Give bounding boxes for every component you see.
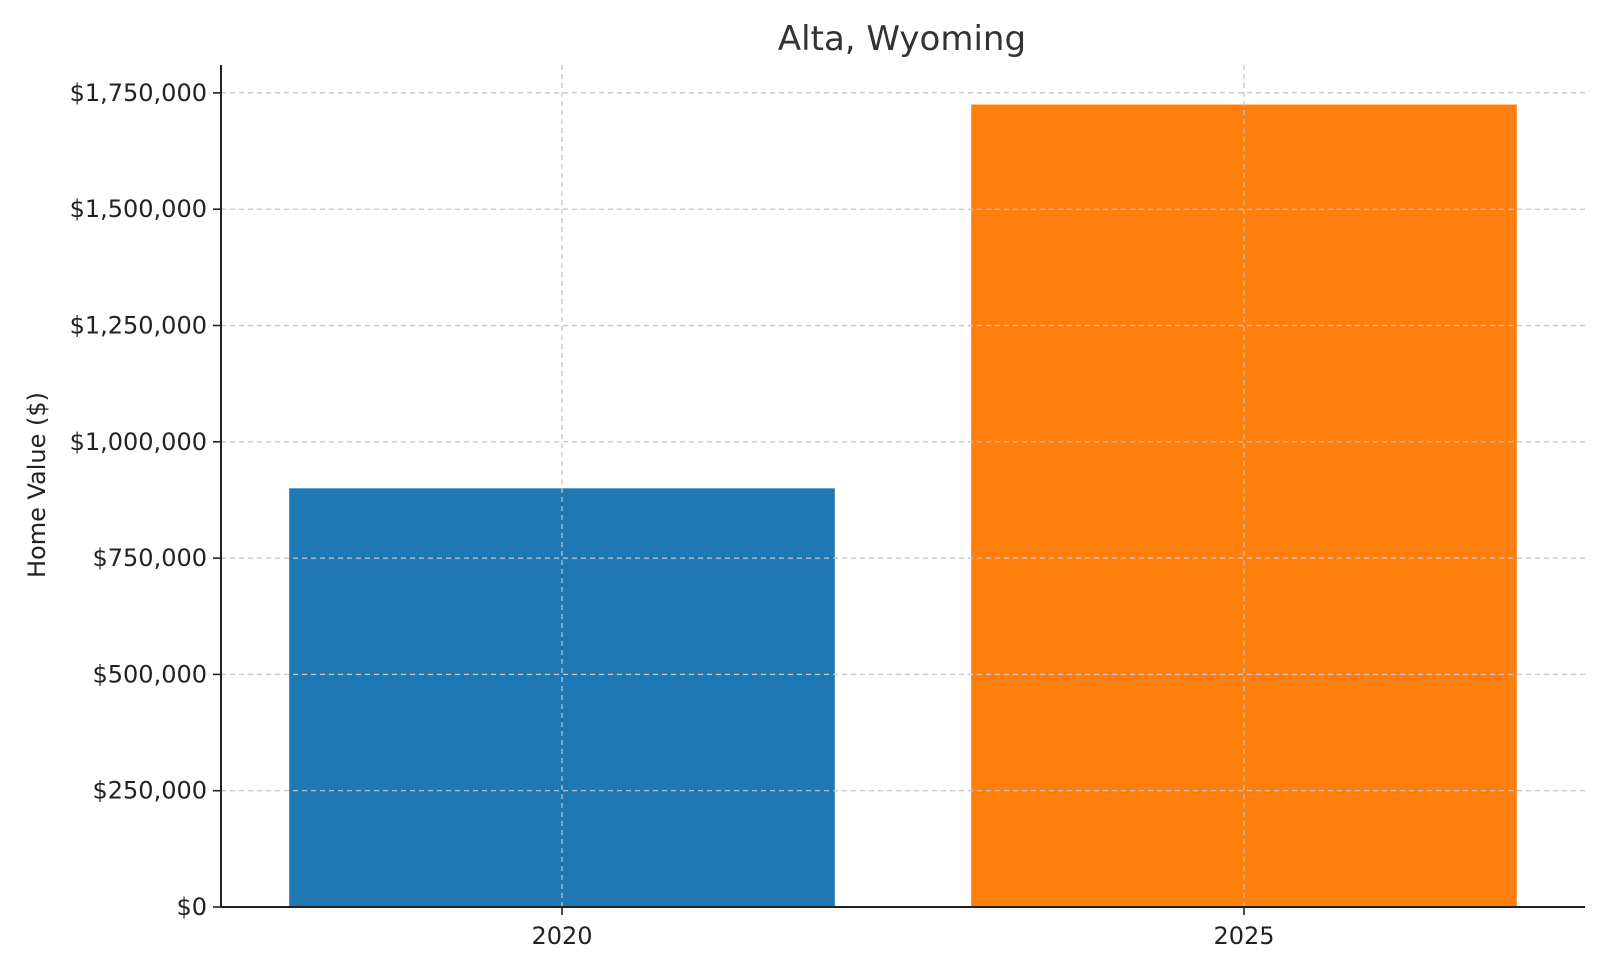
y-axis-label: Home Value ($) <box>23 392 51 578</box>
x-gridlines-overlay <box>221 65 1585 907</box>
chart-title: Alta, Wyoming <box>778 19 1026 59</box>
bars <box>221 65 1585 907</box>
x-axis-ticks: 2020 2025 <box>531 907 1275 950</box>
y-tick-label: $1,750,000 <box>70 79 207 107</box>
y-tick-label: $250,000 <box>92 777 207 805</box>
y-tick-label: $500,000 <box>92 660 207 688</box>
y-tick-label: $1,250,000 <box>70 312 207 340</box>
x-tick-label: 2020 <box>531 922 592 950</box>
y-tick-label: $1,500,000 <box>70 195 207 223</box>
y-axis-ticks: $0 $250,000 $500,000 $750,000 $1,000,000 $1,2… <box>70 79 221 921</box>
x-tick-label: 2025 <box>1213 922 1274 950</box>
axes <box>220 65 1585 908</box>
y-tick-label: $1,000,000 <box>70 428 207 456</box>
y-tick-label: $750,000 <box>92 544 207 572</box>
y-tick-label: $0 <box>176 893 207 921</box>
